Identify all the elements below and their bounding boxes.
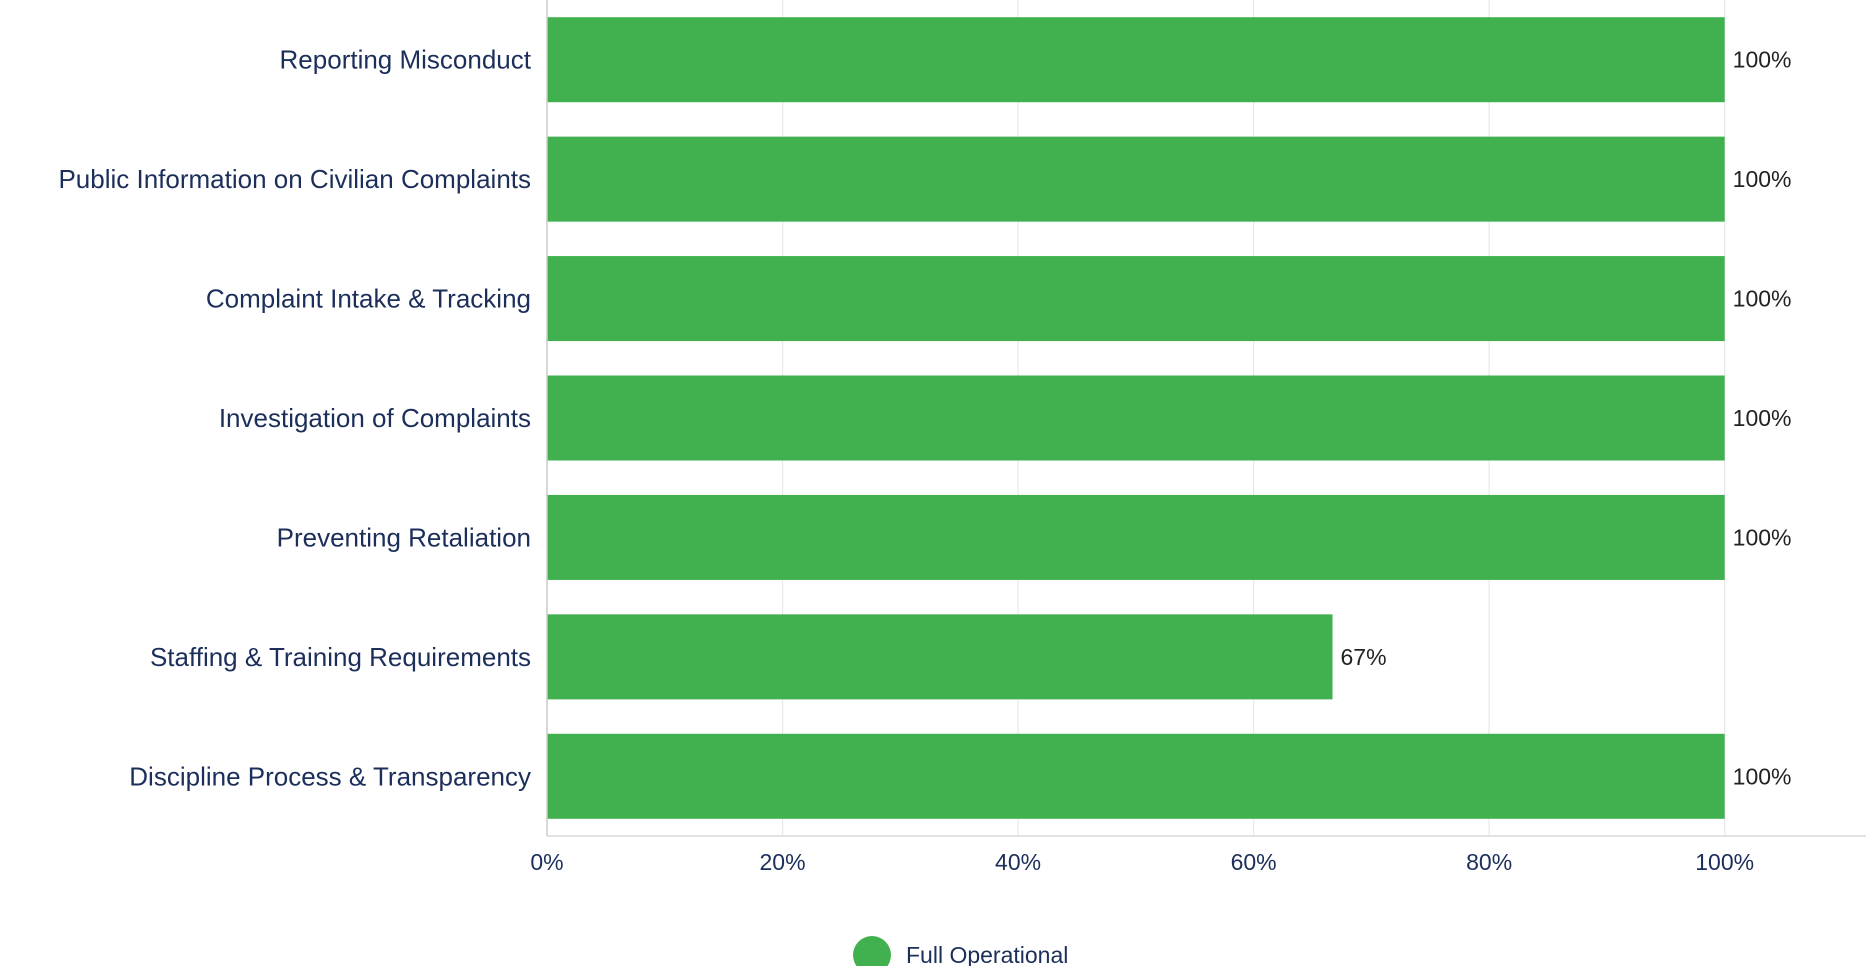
bar-preventing-retaliation[interactable] — [547, 494, 1725, 580]
x-tick-label-80pct: 80% — [1466, 849, 1512, 875]
data-label-public-information-on-civilian-complaints: 100% — [1733, 166, 1792, 192]
legend[interactable]: Full Operational — [853, 936, 1068, 966]
x-tick-labels: 0% 20% 40% 60% 80% 100% — [530, 849, 1754, 875]
x-tick-label-20pct: 20% — [760, 849, 806, 875]
bar-staffing-and-training-requirements[interactable] — [547, 614, 1333, 700]
x-tick-label-60pct: 60% — [1231, 849, 1277, 875]
category-label-preventing-retaliation: Preventing Retaliation — [277, 522, 531, 552]
axes — [546, 0, 1866, 837]
data-label-reporting-misconduct: 100% — [1733, 47, 1792, 73]
x-tick-label-40pct: 40% — [995, 849, 1041, 875]
category-label-reporting-misconduct: Reporting Misconduct — [280, 45, 532, 75]
bar-complaint-intake-and-tracking[interactable] — [547, 256, 1725, 342]
data-label-complaint-intake-and-tracking: 100% — [1733, 286, 1792, 312]
data-label-staffing-and-training-requirements: 67% — [1341, 644, 1387, 670]
data-labels: 100% 100% 100% 100% 100% 67% 100% — [1341, 47, 1792, 790]
data-label-investigation-of-complaints: 100% — [1733, 405, 1792, 431]
data-label-discipline-process-and-transparency: 100% — [1733, 763, 1792, 789]
category-label-public-information-on-civilian-complaints: Public Information on Civilian Complaint… — [58, 164, 531, 194]
legend-swatch-full-operational — [853, 936, 891, 966]
bar-investigation-of-complaints[interactable] — [547, 375, 1725, 461]
category-label-staffing-and-training-requirements: Staffing & Training Requirements — [150, 642, 531, 672]
bar-public-information-on-civilian-complaints[interactable] — [547, 136, 1725, 222]
bar-discipline-process-and-transparency[interactable] — [547, 733, 1725, 819]
category-label-complaint-intake-and-tracking: Complaint Intake & Tracking — [206, 284, 531, 314]
category-label-discipline-process-and-transparency: Discipline Process & Transparency — [129, 761, 531, 791]
data-label-preventing-retaliation: 100% — [1733, 524, 1792, 550]
category-labels: Reporting Misconduct Public Information o… — [58, 45, 531, 792]
category-label-investigation-of-complaints: Investigation of Complaints — [219, 403, 531, 433]
x-tick-label-100pct: 100% — [1695, 849, 1754, 875]
x-tick-label-0pct: 0% — [530, 849, 563, 875]
legend-label-full-operational: Full Operational — [906, 942, 1068, 966]
bars — [547, 17, 1725, 819]
bar-reporting-misconduct[interactable] — [547, 17, 1725, 103]
